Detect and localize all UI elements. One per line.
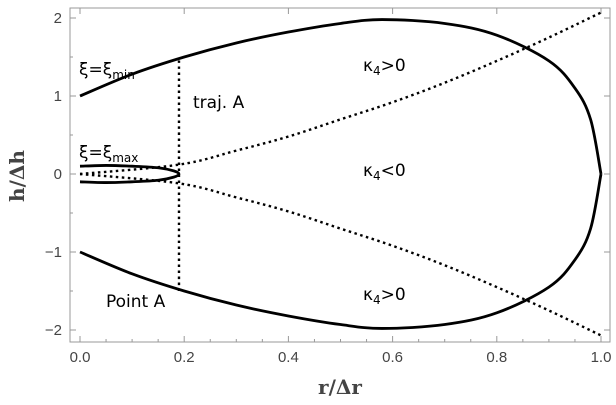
kappa-positive-bottom-label: κ4>0	[363, 285, 406, 307]
xi-max-label: ξ=ξmax	[79, 143, 138, 165]
x-tick-label: 0.2	[174, 349, 195, 366]
y-tick-label: 1	[54, 88, 62, 105]
series-layer	[79, 11, 603, 337]
y-tick-label: −1	[45, 244, 62, 261]
x-tick-label: 0.6	[382, 349, 403, 366]
y-axis-ticks: −2 −1 0 1 2	[45, 10, 610, 339]
point-a-label: Point A	[106, 292, 166, 312]
x-tick-label: 0.4	[278, 349, 299, 366]
y-tick-label: 2	[54, 10, 62, 27]
y-tick-label: 0	[54, 166, 62, 183]
traj-a-label: traj. A	[193, 93, 245, 113]
kappa-positive-top-label: κ4>0	[363, 56, 406, 78]
x-tick-label: 0.8	[486, 349, 507, 366]
x-axis-title: r/Δr	[318, 375, 362, 399]
x-tick-label: 1.0	[591, 349, 612, 366]
y-tick-label: −2	[45, 322, 62, 339]
x-tick-label: 0.0	[70, 349, 91, 366]
x-axis-ticks: 0.0 0.2 0.4 0.6 0.8 1.0	[70, 8, 612, 366]
solid-curve-0	[79, 18, 603, 175]
y-axis-title: h/Δh	[5, 150, 29, 202]
kappa-negative-label: κ4<0	[363, 161, 406, 183]
dotted-curve-3	[79, 11, 602, 176]
solid-curve-1	[79, 173, 603, 330]
xi-min-label: ξ=ξmin	[79, 60, 135, 82]
solid-curve-2	[79, 164, 181, 184]
